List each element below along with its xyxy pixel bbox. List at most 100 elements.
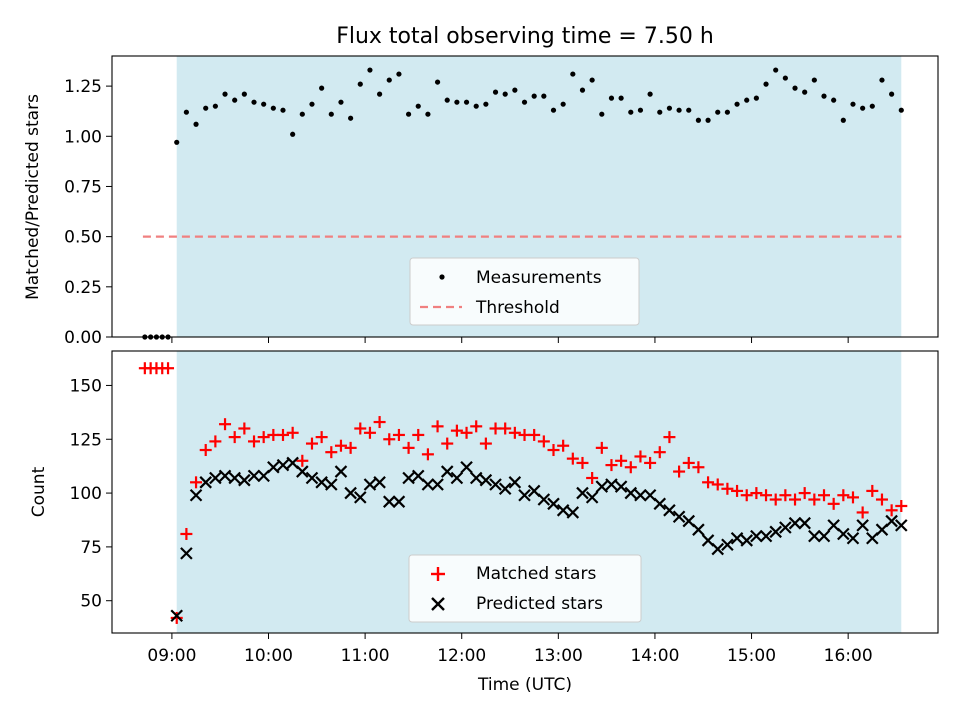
measurement-point <box>299 111 305 117</box>
predicted-star-point <box>721 538 734 552</box>
top-legend: Measurements Threshold <box>409 257 640 326</box>
measurement-point <box>570 71 576 77</box>
matched-star-point <box>885 504 898 517</box>
predicted-star-point <box>566 506 580 519</box>
matched-star-point <box>808 493 821 506</box>
top-ytick-label: 0.75 <box>64 177 102 197</box>
predicted-star-point <box>508 476 522 489</box>
measurement-point <box>560 101 566 107</box>
predicted-star-point <box>431 478 444 491</box>
matched-star-point <box>170 611 183 624</box>
matched-star-point <box>383 433 396 446</box>
predicted-star-point <box>759 529 773 543</box>
predicted-star-point <box>392 495 406 508</box>
predicted-star-point <box>325 478 338 491</box>
measurement-point <box>647 91 653 97</box>
matched-star-point <box>595 441 608 454</box>
bottom-xtick-label: 15:00 <box>727 646 776 666</box>
predicted-star-point <box>469 471 483 485</box>
matched-star-point <box>460 426 473 439</box>
measurement-point <box>860 105 866 111</box>
top-ylabel: Matched/Predicted stars <box>23 94 43 300</box>
predicted-star-point <box>837 527 850 541</box>
matched-star-point <box>305 437 318 450</box>
matched-star-point <box>421 448 434 461</box>
measurement-point <box>657 109 663 115</box>
matched-star-point <box>663 431 676 444</box>
measurement-point <box>241 91 247 97</box>
predicted-star-point <box>460 460 473 474</box>
matched-star-point <box>296 454 309 467</box>
top-axes-frame <box>111 55 939 338</box>
predicted-star-point <box>189 488 203 502</box>
measurement-point <box>850 101 856 107</box>
predicted-star-point <box>585 491 599 504</box>
top-legend-box <box>409 257 640 326</box>
matched-star-point <box>470 420 483 433</box>
measurement-point <box>550 107 557 113</box>
measurement-point <box>831 97 837 103</box>
predicted-star-point <box>373 476 386 489</box>
predicted-star-point <box>354 491 367 504</box>
predicted-star-point <box>556 504 570 517</box>
predicted-star-point <box>895 519 908 532</box>
predicted-star-point <box>614 480 628 493</box>
predicted-star-point <box>402 471 415 485</box>
bottom-xlabel: Time (UTC) <box>477 675 572 695</box>
top-x-ticks <box>171 337 849 343</box>
bottom-ytick-label: 100 <box>70 484 102 504</box>
measurement-point <box>444 97 450 103</box>
predicted-star-point <box>547 497 560 511</box>
matched-star-point <box>363 426 376 439</box>
matched-star-point <box>586 472 599 485</box>
measurement-point <box>734 101 740 107</box>
top-panel: 0.00 0.25 0.50 0.75 1.00 1.25 Matched/Predict… <box>23 55 939 348</box>
matched-star-point <box>479 437 492 450</box>
predicted-star-point <box>238 473 251 487</box>
measurement-point <box>377 91 383 97</box>
matched-star-point <box>431 420 444 433</box>
matched-star-point <box>325 446 338 459</box>
matched-star-point <box>895 499 908 512</box>
matched-star-point <box>354 422 367 435</box>
measurement-point <box>618 95 624 101</box>
measurement-point <box>773 67 779 73</box>
measurement-point <box>686 107 692 113</box>
bottom-legend-box <box>408 554 642 623</box>
measurement-point <box>415 103 421 109</box>
matched-star-point <box>286 426 299 439</box>
matched-star-point <box>219 418 232 431</box>
predicted-star-point <box>595 480 609 493</box>
matched-star-point <box>528 428 541 441</box>
predicted-star-point <box>344 486 357 500</box>
matched-star-point <box>673 465 686 478</box>
matched-star-point <box>779 489 792 502</box>
predicted-star-point <box>885 514 898 528</box>
matched-star-point <box>731 484 744 497</box>
matched-star-point <box>508 426 521 439</box>
measurement-point <box>889 91 895 97</box>
measurement-point <box>512 87 518 93</box>
predicted-star-point <box>808 529 821 543</box>
matched-star-point <box>190 476 203 489</box>
bottom-xtick-label: 09:00 <box>147 646 196 666</box>
measurement-point <box>724 109 730 115</box>
measurement-point <box>405 111 412 117</box>
predicted-star-point <box>605 478 618 491</box>
predicted-star-point <box>247 469 261 483</box>
matched-star-point <box>315 431 328 444</box>
predicted-stars-points <box>170 456 908 623</box>
matched-star-point <box>827 497 840 510</box>
predicted-star-point <box>856 519 869 532</box>
matched-star-point <box>441 437 454 450</box>
measurement-point <box>222 91 228 97</box>
matched-star-point <box>199 444 212 457</box>
matched-star-point <box>450 424 463 437</box>
predicted-star-point <box>653 497 667 511</box>
measurement-point <box>183 109 189 115</box>
measurement-point <box>473 103 479 109</box>
matched-star-point <box>721 482 734 495</box>
measurement-point <box>744 97 750 103</box>
legend-predicted-marker <box>431 597 445 611</box>
